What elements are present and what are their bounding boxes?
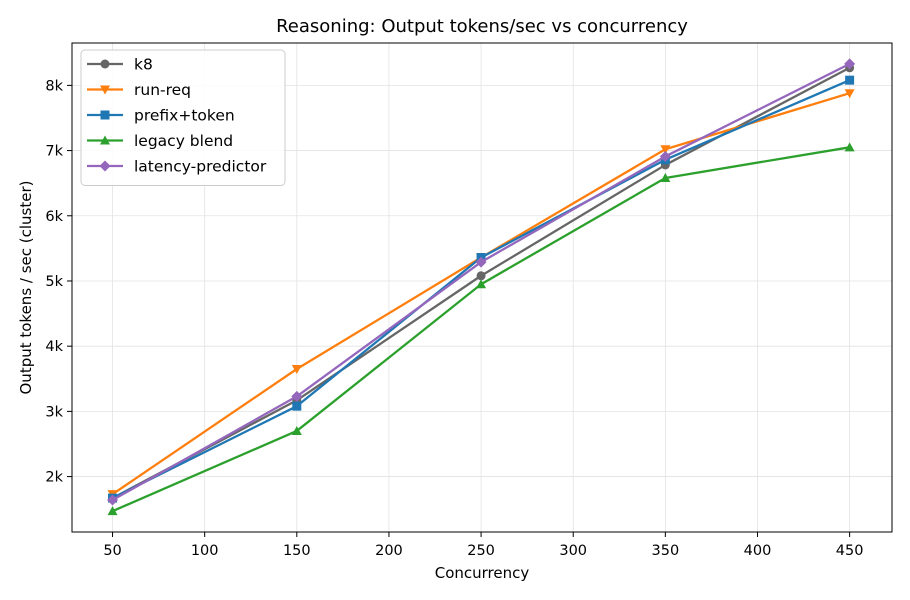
data-point-latency-predictor: [291, 390, 303, 402]
x-tick-label: 350: [652, 543, 680, 559]
x-tick-label: 400: [744, 543, 772, 559]
x-tick-label: 300: [559, 543, 587, 559]
series-legacy-blend: [107, 142, 855, 516]
data-point-run-req: [844, 89, 855, 99]
legend-item: run-req: [87, 81, 191, 99]
y-axis-label: Output tokens / sec (cluster): [17, 181, 35, 395]
data-point-prefix-token: [292, 401, 302, 411]
y-tick-label: 4k: [45, 339, 63, 355]
data-point-prefix-token: [845, 75, 855, 85]
legend-marker: [100, 110, 110, 120]
legend-marker: [99, 160, 111, 172]
series-layer: [107, 58, 856, 516]
legend-item: prefix+token: [87, 107, 235, 125]
data-point-latency-predictor: [475, 256, 487, 268]
y-tick-label: 3k: [45, 404, 63, 420]
y-tick-label: 8k: [45, 78, 63, 94]
data-point-legacy-blend: [107, 506, 118, 516]
grid-lines: [72, 43, 892, 532]
legend-marker: [100, 85, 110, 95]
x-axis-label: Concurrency: [435, 564, 530, 582]
data-point-legacy-blend: [844, 142, 855, 152]
legend-label: prefix+token: [134, 107, 235, 125]
legend-box: [80, 49, 286, 186]
legend-item: legacy blend: [87, 132, 233, 150]
data-point-latency-predictor: [844, 58, 856, 70]
x-tick-label: 100: [191, 543, 219, 559]
data-point-latency-predictor: [659, 150, 671, 162]
legend-item: latency-predictor: [87, 158, 267, 176]
data-point-legacy-blend: [476, 279, 487, 289]
data-point-k8: [476, 271, 486, 281]
data-point-legacy-blend: [291, 425, 302, 435]
legend: k8 run-req prefix+token legacy blend latency…: [80, 49, 286, 186]
data-point-legacy-blend: [660, 172, 671, 182]
data-point-run-req: [291, 365, 302, 374]
legend-label: run-req: [134, 81, 191, 99]
y-tick-label: 7k: [45, 144, 63, 160]
x-tick-label: 200: [375, 543, 403, 559]
axis-ticks: 50 100 150 200 250 300 350 400 450 2k 3k 4k 5k 6k 7k 8k: [45, 78, 863, 559]
legend-item: k8: [87, 56, 153, 74]
data-point-run-req: [660, 145, 671, 155]
chart-title: Reasoning: Output tokens/sec vs concurre…: [276, 16, 688, 37]
x-tick-label: 450: [836, 543, 864, 559]
y-tick-label: 5k: [45, 274, 63, 290]
legend-label: legacy blend: [134, 132, 233, 150]
y-tick-label: 6k: [45, 209, 63, 225]
legend-marker: [100, 135, 110, 145]
series-latency-predictor: [107, 58, 856, 506]
legend-marker: [100, 59, 110, 69]
data-point-latency-predictor: [107, 494, 119, 506]
legend-label: k8: [134, 56, 153, 74]
plot-frame: [71, 42, 893, 533]
legend-label: latency-predictor: [134, 158, 267, 176]
x-tick-label: 50: [103, 543, 121, 559]
x-tick-label: 150: [283, 543, 311, 559]
y-tick-label: 2k: [45, 470, 63, 486]
x-tick-label: 250: [467, 543, 495, 559]
